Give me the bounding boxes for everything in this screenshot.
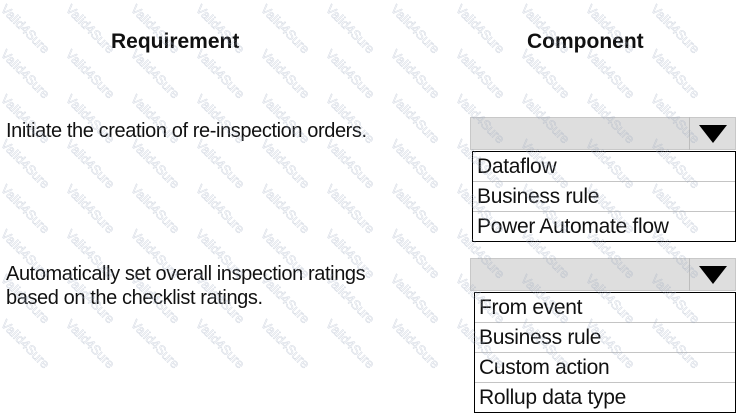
dropdown-selected-value[interactable] <box>470 117 736 150</box>
watermark-text: Valid4Sure <box>323 182 378 237</box>
watermark-text: Valid4Sure <box>388 92 443 147</box>
watermark-text: Valid4Sure <box>193 182 248 237</box>
requirement-1: Initiate the creation of re-inspection o… <box>6 120 367 142</box>
watermark-text: Valid4Sure <box>323 47 378 102</box>
watermark-text: Valid4Sure <box>323 317 378 372</box>
watermark-text: Valid4Sure <box>323 2 378 57</box>
watermark-text: Valid4Sure <box>583 47 638 102</box>
watermark-text: Valid4Sure <box>258 2 313 57</box>
watermark-text: Valid4Sure <box>128 317 183 372</box>
dropdown-selected-value[interactable] <box>470 258 736 291</box>
watermark-text: Valid4Sure <box>0 317 53 372</box>
watermark-text: Valid4Sure <box>323 137 378 192</box>
watermark-text: Valid4Sure <box>0 2 53 57</box>
dropdown-options-1: Dataflow Business rule Power Automate fl… <box>472 151 736 242</box>
option-from-event[interactable]: From event <box>475 293 735 323</box>
watermark-text: Valid4Sure <box>258 182 313 237</box>
watermark-text: Valid4Sure <box>453 47 508 102</box>
watermark-text: Valid4Sure <box>648 2 703 57</box>
watermark-text: Valid4Sure <box>0 182 53 237</box>
watermark-text: Valid4Sure <box>258 47 313 102</box>
watermark-text: Valid4Sure <box>453 2 508 57</box>
option-dataflow[interactable]: Dataflow <box>473 152 735 182</box>
watermark-text: Valid4Sure <box>128 47 183 102</box>
watermark-text: Valid4Sure <box>193 47 248 102</box>
watermark-text: Valid4Sure <box>388 227 443 282</box>
watermark-text: Valid4Sure <box>193 137 248 192</box>
watermark-text: Valid4Sure <box>63 2 118 57</box>
dropdown-options-2: From event Business rule Custom action R… <box>474 292 736 413</box>
watermark-text: Valid4Sure <box>0 47 53 102</box>
option-rollup-data-type[interactable]: Rollup data type <box>479 386 626 409</box>
watermark-text: Valid4Sure <box>63 47 118 102</box>
option-power-automate-flow[interactable]: Power Automate flow <box>477 215 669 238</box>
watermark-text: Valid4Sure <box>258 317 313 372</box>
requirement-2-line-2: based on the checklist ratings. <box>6 287 263 309</box>
watermark-text: Valid4Sure <box>388 317 443 372</box>
requirement-2-line-1: Automatically set overall inspection rat… <box>6 263 366 285</box>
watermark-text: Valid4Sure <box>258 137 313 192</box>
watermark-text: Valid4Sure <box>128 137 183 192</box>
watermark-text: Valid4Sure <box>388 47 443 102</box>
watermark-text: Valid4Sure <box>388 137 443 192</box>
watermark-text: Valid4Sure <box>128 182 183 237</box>
watermark-text: Valid4Sure <box>388 182 443 237</box>
component-header: Component <box>527 30 644 53</box>
watermark-text: Valid4Sure <box>518 47 573 102</box>
option-business-rule[interactable]: Business rule <box>475 323 735 353</box>
requirement-header: Requirement <box>111 30 240 53</box>
watermark-text: Valid4Sure <box>388 2 443 57</box>
watermark-text: Valid4Sure <box>388 272 443 327</box>
dropdown-toggle-button[interactable] <box>689 117 736 150</box>
requirement-2: Automatically set overall inspection rat… <box>6 262 366 310</box>
watermark-text: Valid4Sure <box>63 182 118 237</box>
watermark-text: Valid4Sure <box>648 47 703 102</box>
dropdown-toggle-button[interactable] <box>689 258 736 291</box>
option-custom-action[interactable]: Custom action <box>475 353 735 383</box>
watermark-text: Valid4Sure <box>193 317 248 372</box>
chevron-down-icon <box>699 265 727 284</box>
option-business-rule[interactable]: Business rule <box>473 182 735 212</box>
watermark-text: Valid4Sure <box>0 137 53 192</box>
watermark-text: Valid4Sure <box>63 317 118 372</box>
watermark-text: Valid4Sure <box>63 137 118 192</box>
chevron-down-icon <box>699 124 727 143</box>
